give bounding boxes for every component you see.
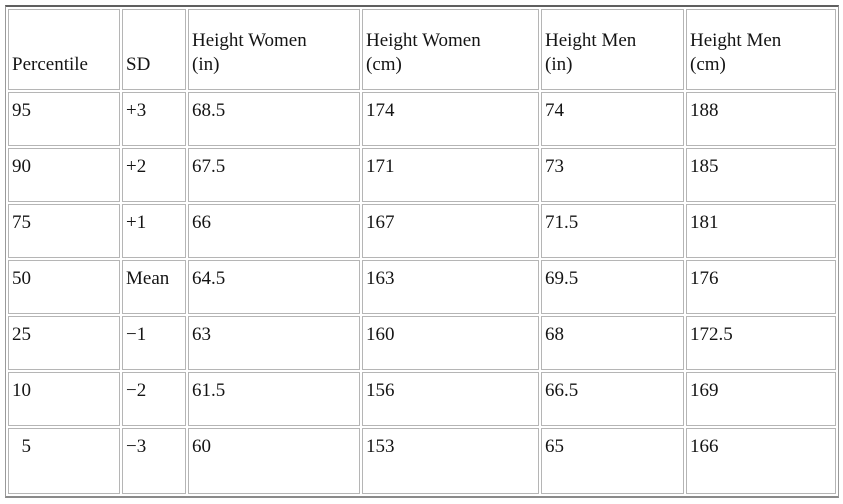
table-cell: 188	[686, 92, 836, 146]
table-row: 25 −1 63 160 68 172.5	[8, 316, 836, 370]
table-cell: 167	[362, 204, 539, 258]
height-percentile-table: Percentile SD Height Women (in) Height W…	[5, 5, 839, 498]
table-row: 10 −2 61.5 156 66.5 169	[8, 372, 836, 426]
table-cell: 153	[362, 428, 539, 494]
table-cell: +1	[122, 204, 186, 258]
table-cell: 181	[686, 204, 836, 258]
table-cell: 50	[8, 260, 120, 314]
column-header-height-men-in: Height Men (in)	[541, 9, 684, 90]
table-cell: 71.5	[541, 204, 684, 258]
table-cell: Mean	[122, 260, 186, 314]
table-cell: +2	[122, 148, 186, 202]
table-cell: 60	[188, 428, 360, 494]
table-cell: 169	[686, 372, 836, 426]
table-cell: 95	[8, 92, 120, 146]
table-cell: −1	[122, 316, 186, 370]
column-header-height-women-in: Height Women (in)	[188, 9, 360, 90]
header-row: Percentile SD Height Women (in) Height W…	[8, 9, 836, 90]
column-header-sd: SD	[122, 9, 186, 90]
table-cell: 174	[362, 92, 539, 146]
table-row: 90 +2 67.5 171 73 185	[8, 148, 836, 202]
table-cell: 5	[8, 428, 120, 494]
table-row: 5 −3 60 153 65 166	[8, 428, 836, 494]
table-cell: 66	[188, 204, 360, 258]
table-cell: 185	[686, 148, 836, 202]
table-cell: 63	[188, 316, 360, 370]
table-cell: 64.5	[188, 260, 360, 314]
table-row: 75 +1 66 167 71.5 181	[8, 204, 836, 258]
table-cell: 69.5	[541, 260, 684, 314]
table-cell: 160	[362, 316, 539, 370]
table-cell: 75	[8, 204, 120, 258]
table-cell: 65	[541, 428, 684, 494]
table-cell: 25	[8, 316, 120, 370]
column-header-height-men-cm: Height Men (cm)	[686, 9, 836, 90]
column-header-percentile: Percentile	[8, 9, 120, 90]
table-cell: 176	[686, 260, 836, 314]
table-cell: 90	[8, 148, 120, 202]
table-cell: 10	[8, 372, 120, 426]
table-cell: −2	[122, 372, 186, 426]
table-cell: 163	[362, 260, 539, 314]
table-row: 95 +3 68.5 174 74 188	[8, 92, 836, 146]
table-cell: 156	[362, 372, 539, 426]
table-cell: −3	[122, 428, 186, 494]
table-cell: 73	[541, 148, 684, 202]
table-cell: 166	[686, 428, 836, 494]
table-cell: 172.5	[686, 316, 836, 370]
document-table-container: Percentile SD Height Women (in) Height W…	[5, 5, 843, 498]
table-row: 50 Mean 64.5 163 69.5 176	[8, 260, 836, 314]
column-header-height-women-cm: Height Women (cm)	[362, 9, 539, 90]
table-cell: 61.5	[188, 372, 360, 426]
table-cell: 74	[541, 92, 684, 146]
table-cell: +3	[122, 92, 186, 146]
table-cell: 67.5	[188, 148, 360, 202]
table-cell: 66.5	[541, 372, 684, 426]
table-cell: 68.5	[188, 92, 360, 146]
table-cell: 68	[541, 316, 684, 370]
table-cell: 171	[362, 148, 539, 202]
